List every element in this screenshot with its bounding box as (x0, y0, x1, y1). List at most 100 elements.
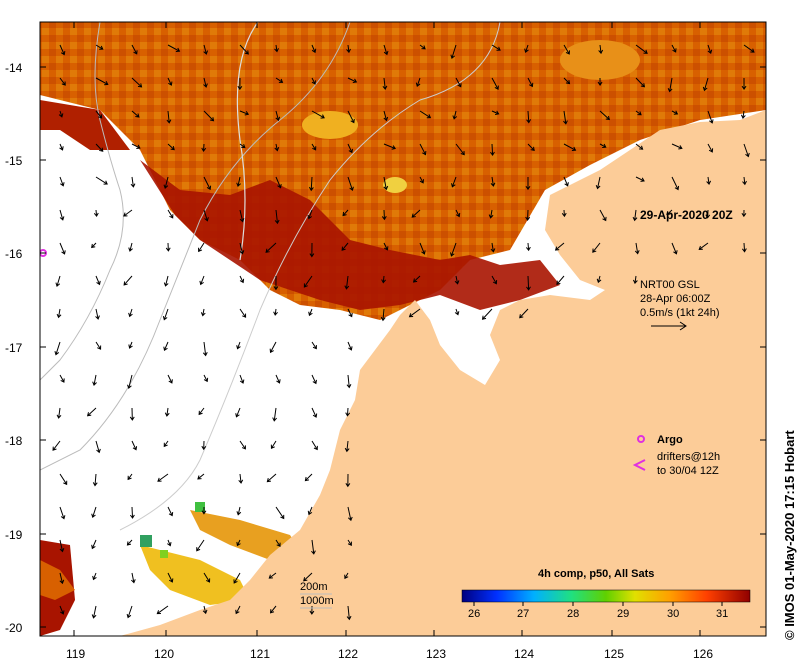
current-arrow (203, 209, 209, 222)
current-arrow (347, 506, 353, 522)
current-arrow (92, 473, 98, 487)
current-arrow (163, 341, 169, 352)
lat-tick-label: -20 (5, 621, 23, 635)
current-arrow (202, 341, 208, 357)
current-arrow (273, 275, 279, 291)
contour-1000m (40, 22, 124, 381)
current-arrow (525, 176, 531, 191)
current-arrow (266, 473, 277, 483)
imos-credit: © IMOS 01-May-2020 17:15 Hobart (782, 430, 797, 640)
current-arrow (491, 275, 498, 285)
current-arrow (130, 572, 136, 584)
current-arrow (419, 44, 426, 50)
current-arrow (347, 77, 358, 84)
lon-tick-label: 124 (514, 647, 534, 661)
lat-tick-label: -16 (5, 247, 23, 261)
current-arrow (203, 110, 215, 122)
current-arrow (59, 44, 66, 56)
current-arrow (56, 407, 62, 419)
current-arrow (526, 275, 531, 291)
current-arrow (563, 110, 568, 125)
current-arrow (454, 308, 460, 316)
current-arrow (131, 44, 138, 55)
current-arrow (382, 77, 388, 91)
lat-tick-label: -14 (5, 61, 23, 75)
current-arrow (95, 110, 103, 119)
current-arrow (491, 44, 501, 51)
current-arrow (309, 242, 315, 258)
sst-cool-patches (40, 502, 300, 605)
current-arrow (383, 242, 389, 251)
current-arrow (309, 605, 315, 615)
current-arrow (526, 110, 532, 124)
current-arrow (741, 77, 747, 91)
current-arrow (127, 374, 133, 390)
current-arrow (481, 308, 493, 320)
current-arrow (273, 308, 278, 316)
current-arrow (488, 209, 494, 219)
current-arrow (54, 341, 61, 356)
current-arrow (95, 308, 100, 320)
map-area (40, 22, 766, 636)
lat-tick-label: -18 (5, 434, 23, 448)
current-arrow (741, 242, 747, 253)
current-arrow (742, 176, 747, 186)
current-arrow (275, 374, 281, 384)
lon-tick-label: 126 (693, 647, 713, 661)
current-arrow (452, 110, 458, 120)
argo-label: Argo (657, 434, 683, 446)
current-arrow (450, 44, 457, 59)
current-arrow (95, 341, 102, 350)
current-arrow (383, 110, 389, 122)
lon-axis: 119 120 121 122 123 124 125 126 (66, 22, 713, 661)
current-arrow (236, 539, 241, 547)
current-arrow (268, 572, 277, 579)
current-arrow (270, 440, 277, 450)
current-arrow (344, 440, 350, 453)
current-arrow (59, 209, 65, 221)
current-arrow (239, 242, 245, 255)
current-arrow (239, 308, 247, 318)
current-arrow (59, 572, 65, 585)
current-arrow (311, 143, 317, 151)
sst-light-spot (302, 111, 358, 139)
current-arrow (347, 176, 354, 192)
current-arrow (303, 275, 313, 288)
colorbar-tick: 30 (667, 608, 679, 620)
current-arrow (666, 209, 673, 216)
current-arrow (419, 176, 424, 184)
current-arrow (275, 539, 281, 548)
current-arrow (238, 473, 244, 484)
current-arrow (203, 77, 208, 88)
current-arrow (275, 506, 285, 520)
current-arrow (707, 44, 713, 55)
current-arrow (163, 440, 169, 448)
lon-tick-label: 125 (604, 647, 624, 661)
current-arrow (671, 242, 678, 255)
current-arrow (490, 143, 495, 156)
lon-tick-label: 120 (154, 647, 174, 661)
current-arrow (164, 407, 170, 417)
sst-west-patch (40, 100, 130, 150)
current-arrow (123, 209, 133, 217)
colorbar-title: 4h comp, p50, All Sats (538, 568, 654, 580)
current-arrow (308, 308, 313, 317)
current-arrow (381, 209, 387, 221)
current-arrow (556, 275, 565, 286)
current-arrow (198, 242, 205, 253)
current-arrow (347, 308, 353, 318)
current-arrow (237, 77, 243, 91)
current-arrow (345, 407, 351, 417)
current-arrow (203, 44, 209, 55)
current-arrow (698, 242, 709, 250)
depth-legend: 200m 1000m (300, 581, 334, 609)
colorbar-tick: 29 (617, 608, 629, 620)
current-arrow (598, 44, 604, 55)
current-arrow (197, 473, 205, 480)
current-arrow (198, 407, 205, 416)
current-arrow (236, 341, 241, 350)
current-arrow (52, 440, 61, 451)
current-arrow (702, 77, 709, 92)
current-arrow (239, 209, 245, 223)
current-arrow (58, 110, 64, 118)
